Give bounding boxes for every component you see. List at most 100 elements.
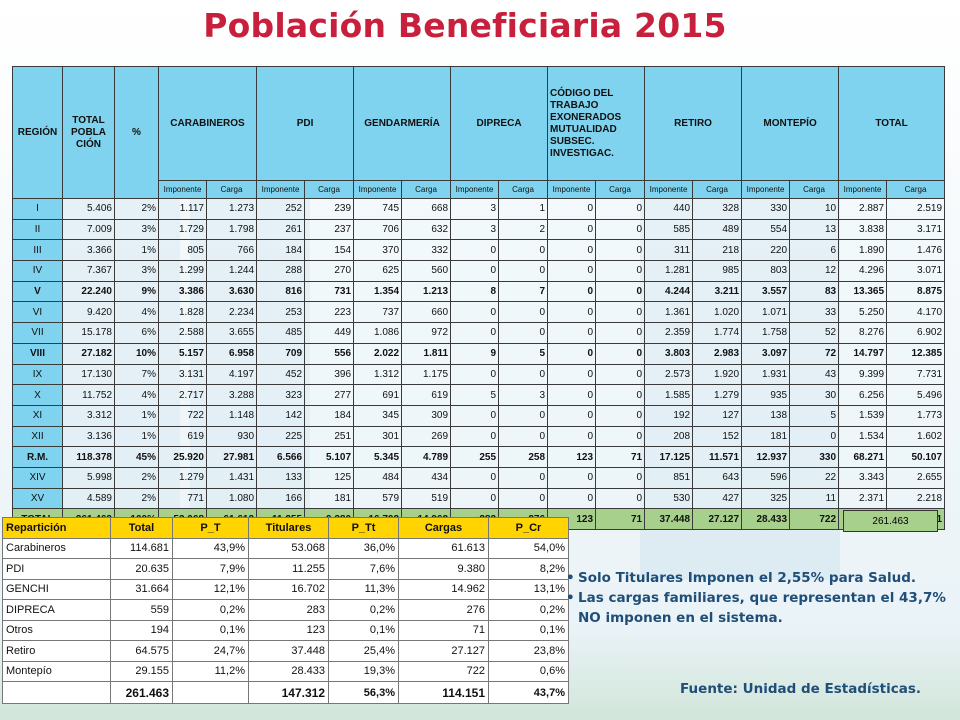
population-cell: 3.366 bbox=[62, 239, 115, 262]
subheader-carga: Carga bbox=[595, 180, 646, 199]
value-cell: 0 bbox=[595, 404, 646, 427]
region-cell: XIV bbox=[12, 466, 63, 489]
percent-cell: 6% bbox=[114, 322, 159, 344]
value-cell: 1.086 bbox=[353, 322, 403, 344]
reparticion-row: DIPRECA 559 0,2% 283 0,2% 276 0,2% bbox=[2, 599, 569, 621]
value-cell: 0 bbox=[450, 425, 500, 448]
region-cell: XI bbox=[12, 404, 63, 427]
population-cell: 17.130 bbox=[62, 363, 115, 386]
value-cell: 3 bbox=[498, 384, 549, 406]
value-cell: 2 bbox=[498, 218, 549, 241]
value-cell: 8.875 bbox=[886, 280, 946, 303]
value-cell: 330 bbox=[741, 198, 791, 220]
value-cell: 0 bbox=[547, 239, 597, 262]
value-cell: 277 bbox=[304, 384, 355, 406]
value-cell: 328 bbox=[692, 198, 743, 220]
value-cell: 5.496 bbox=[886, 384, 946, 406]
value-cell: 0 bbox=[450, 363, 500, 386]
value-cell: 4.170 bbox=[886, 301, 946, 324]
value-cell: 805 bbox=[158, 239, 207, 262]
value-cell: 332 bbox=[401, 239, 452, 262]
value-cell: 3.386 bbox=[158, 280, 207, 303]
reparticion-table: Repartición Total P_T Titulares P_Tt Cargas P_… bbox=[2, 517, 569, 704]
reparticion-header: Repartición bbox=[2, 517, 111, 539]
reparticion-header: Titulares bbox=[248, 517, 329, 539]
value-cell: 0 bbox=[547, 342, 597, 365]
subheader-carga: Carga bbox=[692, 180, 743, 199]
beneficiary-table-container: REGIÓN TOTAL POBLA CIÓN % CARABINEROS PD… bbox=[12, 66, 946, 531]
value-cell: 0 bbox=[450, 322, 500, 344]
reparticion-name: DIPRECA bbox=[2, 599, 111, 621]
table-row: V 22.240 9% 3.386 3.630 816 731 1.354 1.213 8 7 0 0 4… bbox=[12, 280, 946, 303]
region-cell: IX bbox=[12, 363, 63, 386]
value-cell: 181 bbox=[304, 487, 355, 510]
reparticion-value: 23,8% bbox=[488, 640, 569, 662]
region-cell: III bbox=[12, 239, 63, 262]
value-cell: 0 bbox=[450, 404, 500, 427]
reparticion-row: Retiro 64.575 24,7% 37.448 25,4% 27.127 23,8% bbox=[2, 640, 569, 662]
region-cell: VII bbox=[12, 322, 63, 344]
value-cell: 737 bbox=[353, 301, 403, 324]
value-cell: 935 bbox=[741, 384, 791, 406]
reparticion-value: 114.681 bbox=[110, 537, 173, 559]
value-cell: 2.371 bbox=[838, 487, 888, 510]
value-cell: 1.828 bbox=[158, 301, 207, 324]
value-cell: 0 bbox=[547, 301, 597, 324]
region-cell: VIII bbox=[12, 342, 63, 365]
reparticion-value: 16.702 bbox=[248, 578, 329, 600]
reparticion-name: Retiro bbox=[2, 640, 111, 662]
value-cell: 0 bbox=[595, 487, 646, 510]
population-cell: 22.240 bbox=[62, 280, 115, 303]
reparticion-value: 0,2% bbox=[328, 599, 399, 621]
value-cell: 1.117 bbox=[158, 198, 207, 220]
region-cell: X bbox=[12, 384, 63, 406]
percent-cell: 9% bbox=[114, 280, 159, 303]
page-title: Población Beneficiaria 2015 bbox=[203, 6, 727, 45]
value-cell: 1.175 bbox=[401, 363, 452, 386]
value-cell: 225 bbox=[256, 425, 306, 448]
value-cell: 1.279 bbox=[158, 466, 207, 489]
value-cell: 803 bbox=[741, 260, 791, 282]
reparticion-value: 8,2% bbox=[488, 558, 569, 580]
header-gendarmeria: GENDARMERÍA bbox=[353, 66, 452, 181]
reparticion-value: 71 bbox=[398, 619, 489, 641]
value-cell: 5 bbox=[450, 384, 500, 406]
value-cell: 660 bbox=[401, 301, 452, 324]
value-cell: 0 bbox=[498, 466, 549, 489]
percent-cell: 3% bbox=[114, 260, 159, 282]
region-cell: V bbox=[12, 280, 63, 303]
reparticion-value: 29.155 bbox=[110, 660, 173, 682]
value-cell: 345 bbox=[353, 404, 403, 427]
region-cell: II bbox=[12, 218, 63, 241]
value-cell: 5.107 bbox=[304, 446, 355, 468]
value-cell: 8.276 bbox=[838, 322, 888, 344]
value-cell: 706 bbox=[353, 218, 403, 241]
percent-cell: 3% bbox=[114, 218, 159, 241]
reparticion-header: Cargas bbox=[398, 517, 489, 539]
value-cell: 0 bbox=[498, 260, 549, 282]
table-row: XV 4.589 2% 771 1.080 166 181 579 519 0 0 0 0 530 427 3… bbox=[12, 487, 946, 510]
value-cell: 5 bbox=[498, 342, 549, 365]
value-cell: 2.218 bbox=[886, 487, 946, 510]
value-cell: 311 bbox=[644, 239, 694, 262]
value-cell: 5.157 bbox=[158, 342, 207, 365]
reparticion-value: 64.575 bbox=[110, 640, 173, 662]
value-cell: 37.448 bbox=[644, 508, 694, 531]
value-cell: 766 bbox=[205, 239, 258, 262]
population-cell: 7.367 bbox=[62, 260, 115, 282]
value-cell: 722 bbox=[789, 508, 840, 531]
reparticion-value: 276 bbox=[398, 599, 489, 621]
region-cell: VI bbox=[12, 301, 63, 324]
value-cell: 4.296 bbox=[838, 260, 888, 282]
value-cell: 184 bbox=[256, 239, 306, 262]
value-cell: 3.097 bbox=[741, 342, 791, 365]
reparticion-value: 194 bbox=[110, 619, 173, 641]
table-row: II 7.009 3% 1.729 1.798 261 237 706 632 3 2 0 0 585 48… bbox=[12, 218, 946, 241]
value-cell: 554 bbox=[741, 218, 791, 241]
value-cell: 0 bbox=[595, 384, 646, 406]
value-cell: 4.197 bbox=[205, 363, 258, 386]
reparticion-row: Carabineros 114.681 43,9% 53.068 36,0% 61.613… bbox=[2, 537, 569, 559]
value-cell: 1.890 bbox=[838, 239, 888, 262]
reparticion-value: 11,2% bbox=[172, 660, 249, 682]
region-cell: XII bbox=[12, 425, 63, 448]
